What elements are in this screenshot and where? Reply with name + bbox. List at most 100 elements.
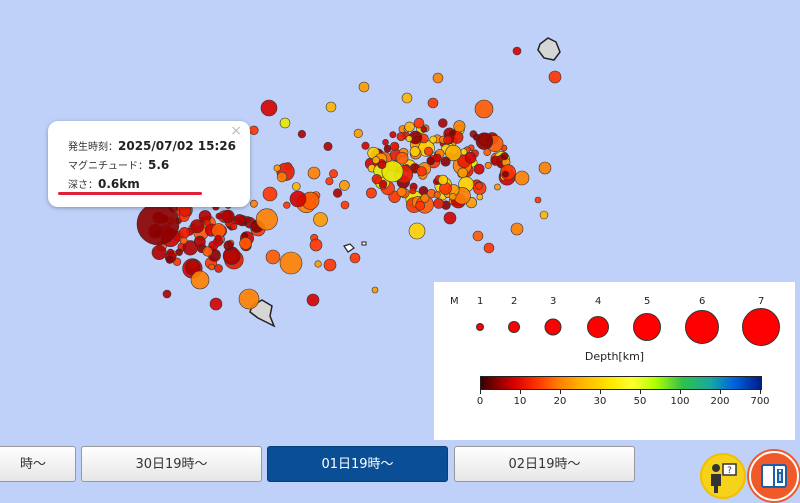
earthquake-marker[interactable] xyxy=(249,125,259,136)
earthquake-marker[interactable] xyxy=(151,245,167,261)
earthquake-marker[interactable] xyxy=(238,288,260,310)
earthquake-marker[interactable] xyxy=(501,170,509,178)
earthquake-marker[interactable] xyxy=(249,199,258,208)
earthquake-marker[interactable] xyxy=(460,148,468,156)
earthquake-marker[interactable] xyxy=(438,118,448,128)
earthquake-marker[interactable] xyxy=(325,177,334,186)
earthquake-marker[interactable] xyxy=(379,179,388,189)
earthquake-marker[interactable] xyxy=(255,208,278,231)
earthquake-marker[interactable] xyxy=(202,246,213,257)
earthquake-marker[interactable] xyxy=(443,211,457,225)
earthquake-marker[interactable] xyxy=(378,160,387,169)
earthquake-marker[interactable] xyxy=(440,156,451,167)
earthquake-markers[interactable] xyxy=(136,46,562,311)
tab-previous[interactable]: 時〜 xyxy=(0,446,76,482)
earthquake-marker[interactable] xyxy=(416,166,427,177)
earthquake-marker[interactable] xyxy=(493,183,501,191)
earthquake-marker[interactable] xyxy=(415,200,425,211)
earthquake-marker[interactable] xyxy=(433,198,445,209)
earthquake-marker[interactable] xyxy=(221,209,235,224)
earthquake-marker[interactable] xyxy=(306,293,320,307)
earthquake-marker[interactable] xyxy=(265,249,281,265)
earthquake-marker[interactable] xyxy=(353,128,363,138)
earthquake-marker[interactable] xyxy=(427,97,439,109)
earthquake-marker[interactable] xyxy=(239,237,252,250)
earthquake-marker[interactable] xyxy=(490,155,501,166)
earthquake-marker[interactable] xyxy=(433,153,442,163)
earthquake-marker[interactable] xyxy=(413,117,425,129)
earthquake-marker[interactable] xyxy=(349,252,361,264)
earthquake-marker[interactable] xyxy=(409,146,421,157)
earthquake-marker[interactable] xyxy=(539,210,549,220)
earthquake-marker[interactable] xyxy=(372,156,380,164)
earthquake-marker[interactable] xyxy=(209,297,223,311)
earthquake-marker[interactable] xyxy=(260,99,278,117)
earthquake-marker[interactable] xyxy=(381,160,404,183)
earthquake-marker[interactable] xyxy=(273,164,281,172)
earthquake-marker[interactable] xyxy=(500,152,509,161)
earthquake-marker[interactable] xyxy=(429,135,438,144)
earthquake-marker[interactable] xyxy=(208,263,215,271)
tab-30th-19h[interactable]: 30日19時〜 xyxy=(81,446,262,482)
earthquake-marker[interactable] xyxy=(514,170,530,186)
close-icon[interactable]: × xyxy=(230,123,242,139)
earthquake-marker[interactable] xyxy=(510,222,524,236)
earthquake-marker[interactable] xyxy=(418,186,429,196)
earthquake-marker[interactable] xyxy=(358,81,370,93)
earthquake-marker[interactable] xyxy=(409,187,417,195)
earthquake-marker[interactable] xyxy=(423,146,433,156)
earthquake-marker[interactable] xyxy=(474,99,494,119)
earthquake-marker[interactable] xyxy=(323,258,337,272)
earthquake-marker[interactable] xyxy=(420,193,430,203)
earthquake-marker[interactable] xyxy=(534,196,542,204)
earthquake-marker[interactable] xyxy=(473,163,485,175)
earthquake-marker[interactable] xyxy=(404,121,415,133)
earthquake-marker[interactable] xyxy=(339,180,350,191)
earthquake-marker[interactable] xyxy=(472,230,484,242)
earthquake-marker[interactable] xyxy=(382,139,389,146)
help-button[interactable]: ? xyxy=(700,453,746,499)
earthquake-marker[interactable] xyxy=(445,144,462,162)
earthquake-marker[interactable] xyxy=(244,216,252,223)
earthquake-marker[interactable] xyxy=(432,72,444,84)
earthquake-marker[interactable] xyxy=(279,251,303,275)
earthquake-marker[interactable] xyxy=(449,129,456,137)
earthquake-marker[interactable] xyxy=(361,141,370,150)
earthquake-marker[interactable] xyxy=(420,126,428,133)
earthquake-marker[interactable] xyxy=(408,222,426,240)
earthquake-marker[interactable] xyxy=(484,161,492,169)
earthquake-marker[interactable] xyxy=(548,70,562,84)
earthquake-marker[interactable] xyxy=(443,135,453,145)
earthquake-marker[interactable] xyxy=(223,240,234,251)
earthquake-marker[interactable] xyxy=(475,132,494,150)
earthquake-marker[interactable] xyxy=(289,190,307,208)
earthquake-marker[interactable] xyxy=(449,193,457,201)
earthquake-marker[interactable] xyxy=(182,240,198,256)
earthquake-marker[interactable] xyxy=(396,187,407,197)
earthquake-marker[interactable] xyxy=(325,101,337,113)
earthquake-marker[interactable] xyxy=(340,200,350,210)
earthquake-marker[interactable] xyxy=(234,214,246,226)
earthquake-marker[interactable] xyxy=(538,161,552,175)
earthquake-marker[interactable] xyxy=(333,188,343,198)
earthquake-marker[interactable] xyxy=(475,182,483,190)
earthquake-marker[interactable] xyxy=(175,248,183,256)
earthquake-marker[interactable] xyxy=(437,174,449,185)
earthquake-marker[interactable] xyxy=(433,191,441,199)
earthquake-marker[interactable] xyxy=(483,148,492,156)
earthquake-marker[interactable] xyxy=(162,289,172,299)
earthquake-marker[interactable] xyxy=(453,120,466,133)
earthquake-marker[interactable] xyxy=(405,135,413,143)
earthquake-marker[interactable] xyxy=(203,219,211,226)
earthquake-marker[interactable] xyxy=(457,167,468,179)
earthquake-marker[interactable] xyxy=(214,264,223,273)
earthquake-marker[interactable] xyxy=(291,182,301,191)
earthquake-marker[interactable] xyxy=(190,219,205,234)
earthquake-marker[interactable] xyxy=(190,270,210,290)
earthquake-marker[interactable] xyxy=(279,117,291,129)
earthquake-marker[interactable] xyxy=(476,193,484,201)
earthquake-marker[interactable] xyxy=(464,152,477,164)
earthquake-marker[interactable] xyxy=(165,255,175,264)
earthquake-marker[interactable] xyxy=(309,238,323,252)
